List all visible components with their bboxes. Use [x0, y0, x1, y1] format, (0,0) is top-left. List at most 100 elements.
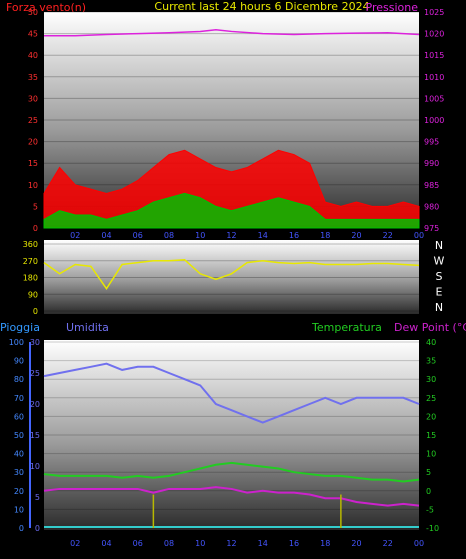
x-tick-label: 00: [414, 539, 424, 548]
temperature-tick-label: 10: [426, 450, 436, 459]
humidity-axis-title: Umidita: [66, 321, 109, 334]
pressure-tick-label: 995: [424, 138, 439, 147]
humidity-tick-label: 0: [35, 524, 40, 533]
x-tick-label: 18: [320, 231, 330, 240]
rain-tick-label: 70: [14, 394, 24, 403]
wind-pressure-panel: Forza vento(n) Current last 24 hours 6 D…: [6, 0, 444, 240]
direction-tick-label: 90: [28, 290, 38, 299]
rain-tick-label: 80: [14, 375, 24, 384]
compass-label: N: [435, 239, 443, 252]
temperature-tick-label: 0: [426, 487, 431, 496]
series-direzione: [43, 259, 420, 291]
pressure-tick-label: 1000: [424, 116, 444, 125]
x-tick-label: 22: [383, 539, 393, 548]
humidity-tick-label: 30: [30, 338, 40, 347]
direction-tick-label: 360: [23, 240, 38, 249]
compass-label: W: [434, 255, 445, 268]
temp-plot-area: [44, 340, 419, 530]
x-tick-label: 22: [383, 231, 393, 240]
x-tick-label: 16: [289, 231, 299, 240]
x-tick-label: 10: [195, 539, 205, 548]
wind-tick-label: 20: [28, 138, 38, 147]
wind-tick-label: 10: [28, 181, 38, 190]
temp-humidity-panel: Pioggia Umidita Temperatura Dew Point (°…: [0, 321, 466, 548]
rain-tick-label: 60: [14, 412, 24, 421]
wind-tick-label: 0: [33, 224, 38, 233]
wind-tick-label: 5: [33, 202, 38, 211]
humidity-tick-label: 20: [30, 400, 40, 409]
x-tick-label: 12: [226, 231, 236, 240]
x-tick-label: 04: [101, 539, 111, 548]
wind-tick-label: 45: [28, 30, 38, 39]
rain-tick-label: 30: [14, 468, 24, 477]
pressure-tick-label: 980: [424, 202, 439, 211]
x-tick-label: 20: [351, 539, 361, 548]
wind-tick-label: 40: [28, 51, 38, 60]
wind-tick-label: 25: [28, 116, 38, 125]
rain-tick-label: 50: [14, 431, 24, 440]
x-tick-label: 14: [258, 231, 268, 240]
wind-axis-title: Forza vento(n): [6, 1, 86, 14]
temperature-tick-label: 30: [426, 375, 436, 384]
x-tick-label: 20: [351, 231, 361, 240]
pressure-tick-label: 985: [424, 181, 439, 190]
direction-tick-label: 180: [23, 274, 38, 283]
pressure-tick-label: 1025: [424, 8, 444, 17]
x-tick-label: 02: [70, 539, 80, 548]
x-tick-label: 08: [164, 539, 174, 548]
pressure-tick-label: 990: [424, 159, 439, 168]
series-temperatura: [43, 461, 420, 483]
humidity-tick-label: 5: [35, 493, 40, 502]
x-tick-label: 00: [414, 231, 424, 240]
x-tick-label: 04: [101, 231, 111, 240]
rain-tick-label: 100: [9, 338, 24, 347]
series-dew-point: [43, 486, 420, 507]
temperature-tick-label: 20: [426, 412, 436, 421]
rain-tick-label: 20: [14, 487, 24, 496]
temperature-tick-label: 15: [426, 431, 436, 440]
temperature-tick-label: 35: [426, 357, 436, 366]
temperature-tick-label: 40: [426, 338, 436, 347]
x-tick-label: 06: [133, 539, 143, 548]
x-tick-label: 06: [133, 231, 143, 240]
direction-plot-area: [44, 240, 419, 314]
rain-tick-label: 0: [19, 524, 24, 533]
x-tick-label: 18: [320, 539, 330, 548]
series-raffica: [43, 149, 420, 229]
dewpoint-axis-title: Dew Point (°C): [394, 321, 466, 334]
chart-title: Current last 24 hours 6 Dicembre 2024: [154, 0, 369, 13]
direction-tick-label: 270: [23, 257, 38, 266]
wind-tick-label: 30: [28, 94, 38, 103]
pressure-tick-label: 1010: [424, 73, 444, 82]
x-tick-label: 16: [289, 539, 299, 548]
temperature-tick-label: -10: [426, 524, 439, 533]
compass-label: N: [435, 301, 443, 314]
pressure-tick-label: 1020: [424, 30, 444, 39]
temperature-tick-label: -5: [426, 505, 434, 514]
humidity-tick-label: 10: [30, 462, 40, 471]
series-pressione: [44, 28, 420, 37]
rain-tick-label: 90: [14, 357, 24, 366]
direction-tick-label: 0: [33, 307, 38, 316]
rain-tick-label: 40: [14, 450, 24, 459]
compass-label: S: [436, 270, 443, 283]
x-tick-label: 12: [226, 539, 236, 548]
temperature-axis-title: Temperatura: [311, 321, 382, 334]
rain-tick-label: 10: [14, 505, 24, 514]
temperature-tick-label: 25: [426, 394, 436, 403]
wind-tick-label: 35: [28, 73, 38, 82]
x-tick-label: 10: [195, 231, 205, 240]
pressure-tick-label: 1005: [424, 94, 444, 103]
rain-axis-title: Pioggia: [0, 321, 40, 334]
series-vento: [43, 192, 420, 229]
x-tick-label: 14: [258, 539, 268, 548]
pressure-axis-title: Pressione: [366, 1, 419, 14]
x-tick-label: 08: [164, 231, 174, 240]
compass-label: E: [436, 286, 443, 299]
pressure-tick-label: 975: [424, 224, 439, 233]
pressure-tick-label: 1015: [424, 51, 444, 60]
temperature-tick-label: 5: [426, 468, 431, 477]
wind-tick-label: 50: [28, 8, 38, 17]
